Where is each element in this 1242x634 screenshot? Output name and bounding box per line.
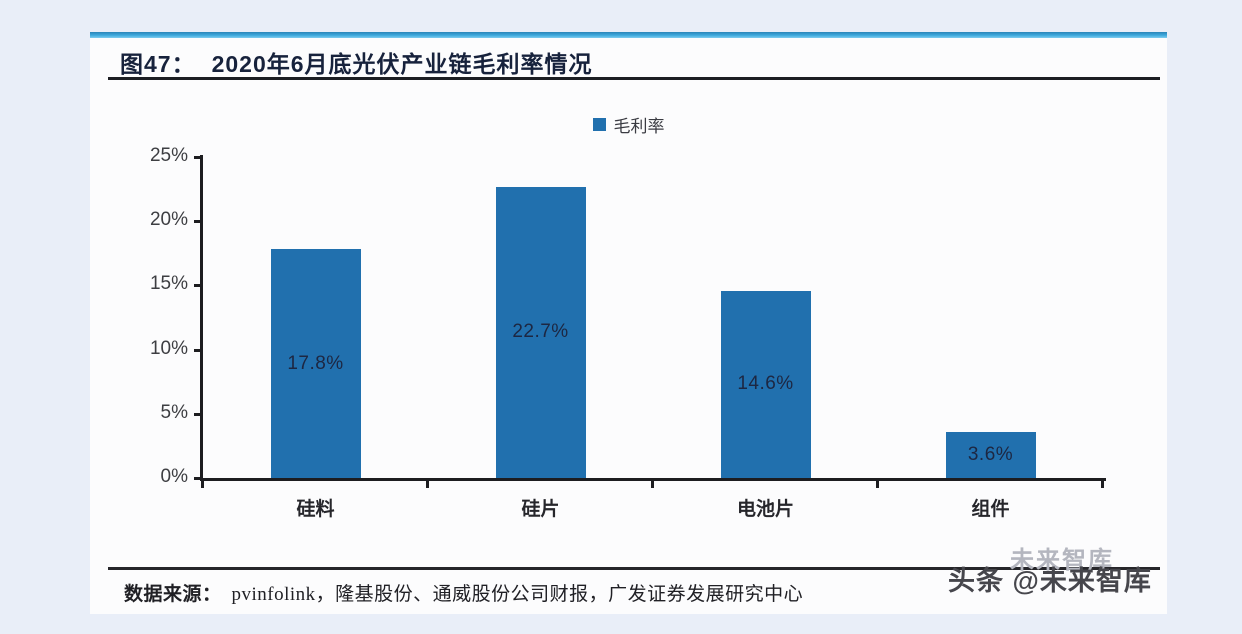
watermark-dark: 头条 @未来智库 [948, 566, 1152, 596]
y-axis-tick-mark [194, 156, 203, 159]
y-axis-tick-mark [194, 220, 203, 224]
y-axis-tick-mark [194, 348, 203, 352]
x-category-label: 组件 [971, 499, 1010, 520]
data-source: 数据来源： pvinfolink，隆基股份、通威股份公司财报，广发证券发展研究中… [124, 579, 803, 606]
chart-card: 图47： 2020年6月底光伏产业链毛利率情况 毛利率 0% 5% 10% 15% 20… [90, 32, 1167, 614]
accent-top-bar [90, 32, 1167, 38]
chart-plot: 0% 5% 10% 15% 20% 25% 17.8% 硅料 22.7% 硅片 14.6% 电池片 3.… [90, 32, 1167, 614]
title-divider [108, 77, 1160, 80]
bar-4: 3.6% [945, 431, 1036, 478]
y-axis-tick-mark [194, 284, 203, 288]
x-axis-tick-mark [876, 478, 879, 488]
y-axis-tick-label: 15% [149, 273, 188, 295]
x-axis-tick-mark [1101, 478, 1104, 488]
bar-3: 14.6% [720, 290, 811, 478]
x-category-label: 电池片 [736, 499, 794, 520]
y-axis-tick-label: 10% [149, 337, 188, 359]
y-axis-tick-mark [194, 477, 203, 480]
y-axis-tick-label: 0% [160, 466, 188, 487]
x-category-label: 硅片 [521, 499, 560, 520]
bar-value-label: 17.8% [287, 352, 344, 374]
y-axis-tick-label: 25% [149, 145, 188, 166]
bar-value-label: 22.7% [512, 321, 569, 343]
x-axis-tick-mark [201, 478, 204, 488]
watermark-light: 未来智库 [1010, 547, 1114, 574]
y-axis-line [200, 155, 203, 481]
data-source-text: pvinfolink，隆基股份、通威股份公司财报，广发证券发展研究中心 [231, 584, 804, 605]
x-axis-tick-mark [426, 478, 429, 488]
bar-value-label: 3.6% [967, 443, 1014, 465]
bar-value-label: 14.6% [737, 373, 794, 395]
bar-2: 22.7% [495, 186, 586, 478]
y-axis-tick-mark [194, 412, 203, 416]
legend-swatch-icon [592, 118, 606, 131]
footer-divider [108, 567, 1160, 570]
chart-legend: 毛利率 [90, 112, 1167, 137]
y-axis-tick-label: 20% [149, 209, 188, 231]
data-source-label: 数据来源： [124, 584, 222, 605]
figure-title: 图47： 2020年6月底光伏产业链毛利率情况 [120, 45, 593, 79]
y-axis-tick-label: 5% [160, 401, 188, 423]
figure-number: 图47： [120, 51, 196, 77]
legend-label: 毛利率 [613, 117, 665, 136]
x-category-label: 硅料 [296, 499, 335, 520]
bar-1: 17.8% [270, 249, 361, 478]
figure-title-text: 2020年6月底光伏产业链毛利率情况 [211, 51, 593, 77]
x-axis-tick-mark [651, 478, 654, 488]
